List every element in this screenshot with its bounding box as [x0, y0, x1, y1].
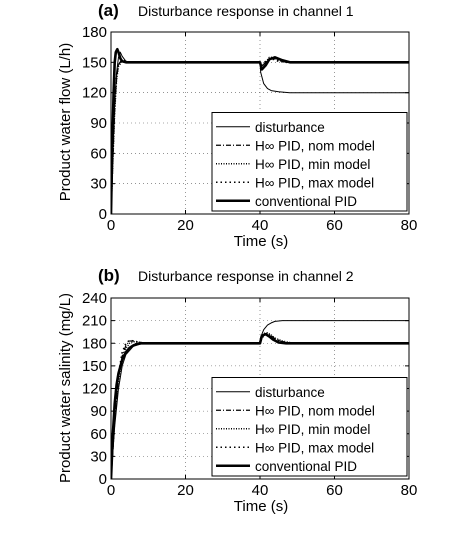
panel-a-series-group — [111, 47, 409, 214]
panel-a-ytick-label: 180 — [82, 24, 107, 41]
panel-b-legend-label-1: H∞ PID, nom model — [255, 403, 375, 418]
panel-b-xtick-label: 0 — [107, 482, 115, 499]
panel-b-ytick-label: 120 — [82, 381, 107, 398]
panel-b-title: Disturbance response in channel 2 — [138, 268, 354, 284]
panel-b-ytick-label: 180 — [82, 335, 107, 352]
panel-b-ytick-label: 30 — [90, 448, 107, 465]
panel-b-legend-label-3: H∞ PID, max model — [255, 440, 374, 455]
panel-b-ytick-label: 60 — [90, 426, 107, 443]
panel-a-legend-box — [211, 112, 408, 212]
panel-a-ytick-label: 30 — [90, 176, 107, 193]
panel-b-series-group — [111, 320, 409, 479]
panel-a-xlabel: Time (s) — [234, 233, 288, 250]
panel-b-xtick-label: 60 — [326, 482, 343, 499]
panel-a-legend-label-0: disturbance — [255, 120, 325, 135]
panel-b-ylabel: Product water salinity (mg/L) — [57, 293, 74, 483]
panel-b-ytick-label: 90 — [90, 403, 107, 420]
panel-b-legend-label-2: H∞ PID, min model — [255, 422, 370, 437]
panel-a-ylabel: Product water flow (L/h) — [57, 43, 74, 201]
panel-a-legend-label-2: H∞ PID, min model — [255, 157, 370, 172]
panel-b-xlabel: Time (s) — [234, 498, 288, 515]
panel-b-label: (b) — [98, 266, 120, 285]
panel-b-legend-box — [211, 377, 408, 477]
panel-a-ytick-label: 90 — [90, 115, 107, 132]
panel-b-ytick-label: 0 — [99, 471, 107, 488]
panel-a-ytick-label: 0 — [99, 206, 107, 223]
panel-a-legend-label-4: conventional PID — [255, 194, 357, 209]
panel-b-xtick-label: 40 — [252, 482, 269, 499]
panel-a-series-line-3 — [111, 58, 409, 214]
panel-a-title: Disturbance response in channel 1 — [138, 3, 354, 19]
panel-b-ytick-label: 150 — [82, 358, 107, 375]
panel-a-xtick-label: 40 — [252, 217, 269, 234]
panel-a-xtick-label: 20 — [177, 217, 194, 234]
panel-b-xtick-label: 80 — [401, 482, 418, 499]
panel-a-ytick-label: 150 — [82, 54, 107, 71]
panel-b-xtick-label: 20 — [177, 482, 194, 499]
panel-a-xtick-label: 80 — [401, 217, 418, 234]
panel-a-ytick-label: 120 — [82, 85, 107, 102]
panel-a-plot: 0 20 40 60 80 0 30 60 90 120 150 180 disturbance H∞ P… — [82, 24, 417, 234]
panel-a-legend-label-3: H∞ PID, max model — [255, 175, 374, 190]
panel-b-legend-label-0: disturbance — [255, 385, 325, 400]
panel-b-series-line-4 — [111, 332, 409, 479]
panel-a-ytick-label: 60 — [90, 145, 107, 162]
panel-a-label: (a) — [98, 1, 119, 20]
panel-a-xtick-label: 0 — [107, 217, 115, 234]
panel-b-legend-label-4: conventional PID — [255, 459, 357, 474]
panel-b-ytick-label: 240 — [82, 290, 107, 307]
panel-a-series-line-4 — [111, 47, 409, 214]
panel-b-ytick-label: 210 — [82, 313, 107, 330]
panel-b-series-line-2 — [111, 332, 409, 479]
panel-a-xtick-label: 60 — [326, 217, 343, 234]
panel-b-plot: 0 20 40 60 800306090120150180210240disturban… — [82, 290, 417, 499]
panel-a-legend-label-1: H∞ PID, nom model — [255, 138, 375, 153]
